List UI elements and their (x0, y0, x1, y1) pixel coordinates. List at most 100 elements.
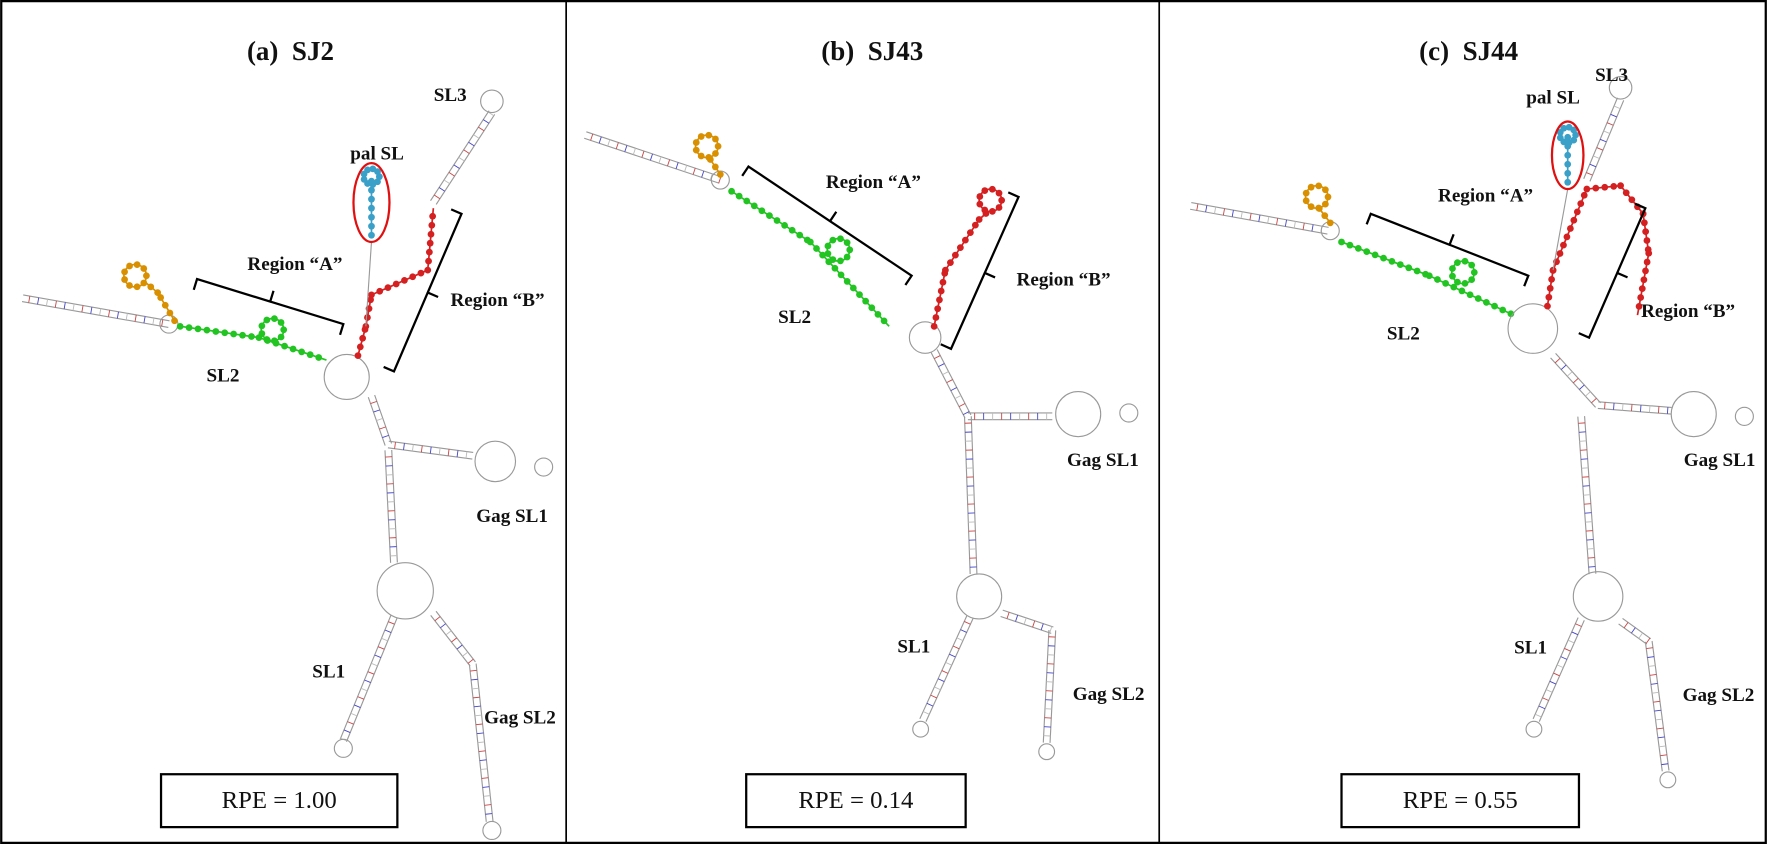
nucleotide (204, 327, 211, 334)
strand (937, 350, 971, 415)
nucleotide (1592, 185, 1599, 192)
base-pair (471, 679, 478, 680)
base-pair (1659, 746, 1666, 747)
nucleotide (140, 265, 147, 272)
nucleotide (134, 261, 141, 268)
base-pair (1658, 737, 1665, 738)
nucleotide (931, 323, 938, 330)
base-pair (625, 145, 627, 151)
nucleotide (230, 331, 237, 338)
base-pair (479, 751, 486, 752)
nucleotide (167, 310, 174, 317)
nucleotide (1389, 258, 1396, 265)
nucleotide (428, 231, 435, 238)
strand (1553, 189, 1568, 270)
loop (1660, 772, 1676, 788)
base-pair (379, 427, 385, 429)
strand (436, 611, 475, 662)
base-pair (388, 622, 394, 625)
base-pair (457, 645, 462, 649)
structure-label: SL1 (312, 661, 345, 682)
nucleotide (1637, 294, 1644, 301)
nucleotide (1610, 183, 1617, 190)
nucleotide (989, 208, 996, 215)
nucleotide (934, 305, 941, 312)
nucleotide (1564, 152, 1571, 159)
strand (1190, 209, 1327, 234)
nucleotide (1645, 250, 1652, 257)
base-pair (478, 742, 485, 743)
strand (431, 615, 470, 666)
bracket (1579, 204, 1646, 338)
rpe-value: RPE = 0.14 (798, 787, 913, 814)
nucleotide (947, 259, 954, 266)
base-pair (344, 730, 350, 733)
base-pair (947, 380, 953, 383)
base-pair (1657, 728, 1664, 729)
loop (377, 563, 433, 619)
nucleotide (1623, 189, 1630, 196)
base-pair (82, 305, 83, 312)
structure-label: Gag SL2 (484, 707, 556, 728)
base-pair (943, 372, 949, 375)
nucleotide (1321, 212, 1328, 219)
strand (368, 397, 385, 445)
base-pair (485, 814, 492, 815)
base-pair (55, 301, 56, 308)
base-pair (616, 143, 618, 149)
base-pair (1573, 378, 1578, 383)
nucleotide (1308, 184, 1315, 191)
base-pair (474, 706, 481, 707)
base-pair (454, 165, 460, 169)
structure-label: Region “B” (1641, 301, 1735, 322)
base-pair (126, 313, 127, 320)
base-pair (1585, 392, 1590, 397)
base-pair (448, 449, 449, 456)
loop (1671, 392, 1716, 437)
nucleotide (1545, 294, 1552, 301)
nucleotide (829, 256, 836, 263)
base-pair (382, 435, 388, 437)
loop (1056, 392, 1101, 437)
nucleotide (368, 291, 375, 298)
base-pair (347, 722, 353, 725)
strand (23, 295, 169, 321)
base-pair (1604, 131, 1610, 134)
base-pair (430, 447, 431, 454)
nucleotide (717, 171, 724, 178)
nucleotide (258, 322, 265, 329)
base-pair (153, 318, 154, 325)
base-pair (1575, 624, 1581, 627)
nucleotide (1642, 228, 1649, 235)
loop (535, 458, 553, 476)
nucleotide (147, 283, 154, 290)
base-pair (38, 298, 39, 305)
base-pair (46, 299, 47, 306)
base-pair (1007, 612, 1009, 618)
nucleotide (121, 268, 128, 275)
base-pair (64, 302, 65, 309)
nucleotide (942, 267, 949, 274)
base-pair (633, 148, 635, 154)
nucleotide (248, 333, 255, 340)
base-pair (1646, 648, 1653, 649)
base-pair (667, 160, 669, 166)
base-pair (1600, 139, 1606, 142)
nucleotide (1601, 184, 1608, 191)
base-pair (650, 154, 652, 160)
structure-label: SL2 (778, 307, 811, 328)
base-pair (1639, 633, 1643, 638)
nucleotide (693, 147, 700, 154)
structure-label: SL2 (1387, 324, 1420, 345)
structure-label: Region “B” (450, 290, 544, 311)
nucleotide (271, 315, 278, 322)
strand (340, 615, 391, 739)
base-pair (439, 188, 445, 192)
nucleotide (981, 187, 988, 194)
base-pair (942, 671, 948, 674)
base-pair (473, 135, 479, 139)
nucleotide (195, 326, 202, 333)
nucleotide (1405, 264, 1412, 271)
base-pair (1651, 683, 1658, 684)
nucleotide (875, 311, 882, 318)
